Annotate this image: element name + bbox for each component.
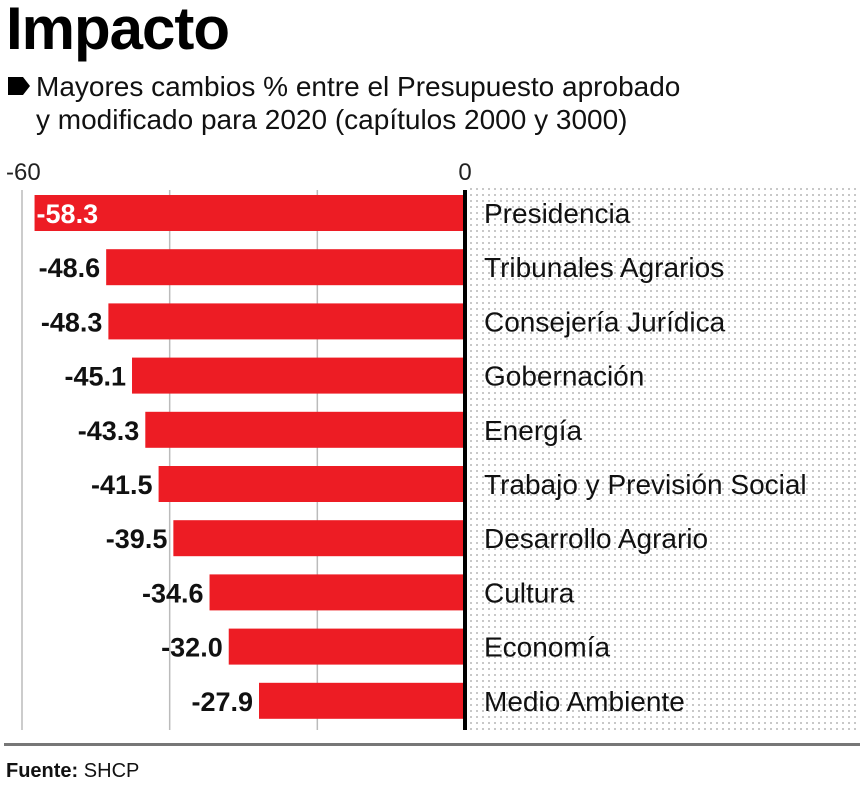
bar xyxy=(158,466,465,502)
category-label: Desarrollo Agrario xyxy=(484,523,708,554)
bar xyxy=(34,195,465,231)
source-note: Fuente: SHCP xyxy=(6,760,139,783)
x-tick-labels: -60 0 xyxy=(6,159,472,186)
value-label: -48.6 xyxy=(39,253,101,283)
bar xyxy=(106,249,466,286)
bars xyxy=(34,195,466,719)
bar xyxy=(173,520,465,557)
footer-divider xyxy=(4,743,860,746)
source-value: SHCP xyxy=(83,760,140,782)
source-label: Fuente: xyxy=(6,760,79,782)
category-label: Gobernación xyxy=(484,361,644,392)
category-label: Medio Ambiente xyxy=(484,686,685,717)
value-label: -48.3 xyxy=(41,307,103,337)
value-label: -39.5 xyxy=(106,524,168,554)
chart-subtitle: Mayores cambios % entre el Presupuesto a… xyxy=(8,70,680,136)
page-title: Impacto xyxy=(6,0,230,62)
subtitle-line-2: y modificado para 2020 (capítulos 2000 y… xyxy=(36,104,628,135)
x-tick-label: 0 xyxy=(458,159,471,186)
value-label: -41.5 xyxy=(91,470,153,500)
bar xyxy=(228,628,465,665)
category-label: Energía xyxy=(484,415,582,446)
category-label: Trabajo y Previsión Social xyxy=(484,469,807,500)
value-label: -45.1 xyxy=(64,362,126,392)
category-label: Consejería Jurídica xyxy=(484,306,726,337)
bar xyxy=(132,357,466,394)
pentagon-bullet-icon xyxy=(8,77,30,95)
value-label: -27.9 xyxy=(191,687,253,717)
x-tick-label: -60 xyxy=(6,159,41,186)
value-label: -58.3 xyxy=(37,199,99,229)
subtitle-line-1: Mayores cambios % entre el Presupuesto a… xyxy=(36,71,681,102)
category-label: Tribunales Agrarios xyxy=(484,252,724,283)
bar xyxy=(145,411,465,448)
category-label: Economía xyxy=(484,632,610,663)
value-label: -43.3 xyxy=(78,416,140,446)
bar xyxy=(209,574,465,611)
bar xyxy=(108,303,465,340)
value-label: -34.6 xyxy=(142,578,204,608)
category-label: Presidencia xyxy=(484,198,631,229)
bar-chart: -60 0 -58.3 -48.6 -48.3 -45.1 -43.3 -41.5 -39.5… xyxy=(6,159,860,730)
bar xyxy=(259,682,465,719)
value-label: -32.0 xyxy=(161,633,223,663)
value-labels: -58.3 -48.6 -48.3 -45.1 -43.3 -41.5 -39.5 -34.6… xyxy=(37,199,253,717)
category-label: Cultura xyxy=(484,577,575,608)
dotted-label-area xyxy=(469,188,860,730)
category-labels: Presidencia Tribunales Agrarios Consejería… xyxy=(484,198,807,717)
